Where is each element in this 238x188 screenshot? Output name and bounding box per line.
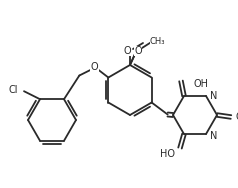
Text: O: O [123,46,131,56]
Text: OH: OH [194,79,209,89]
Text: Cl: Cl [9,85,18,95]
Text: HO: HO [160,149,175,159]
Text: O: O [90,61,98,71]
Text: O: O [134,46,142,56]
Text: CH₃: CH₃ [150,36,165,45]
Text: N: N [210,131,217,141]
Text: O: O [236,112,238,122]
Text: N: N [210,91,217,101]
